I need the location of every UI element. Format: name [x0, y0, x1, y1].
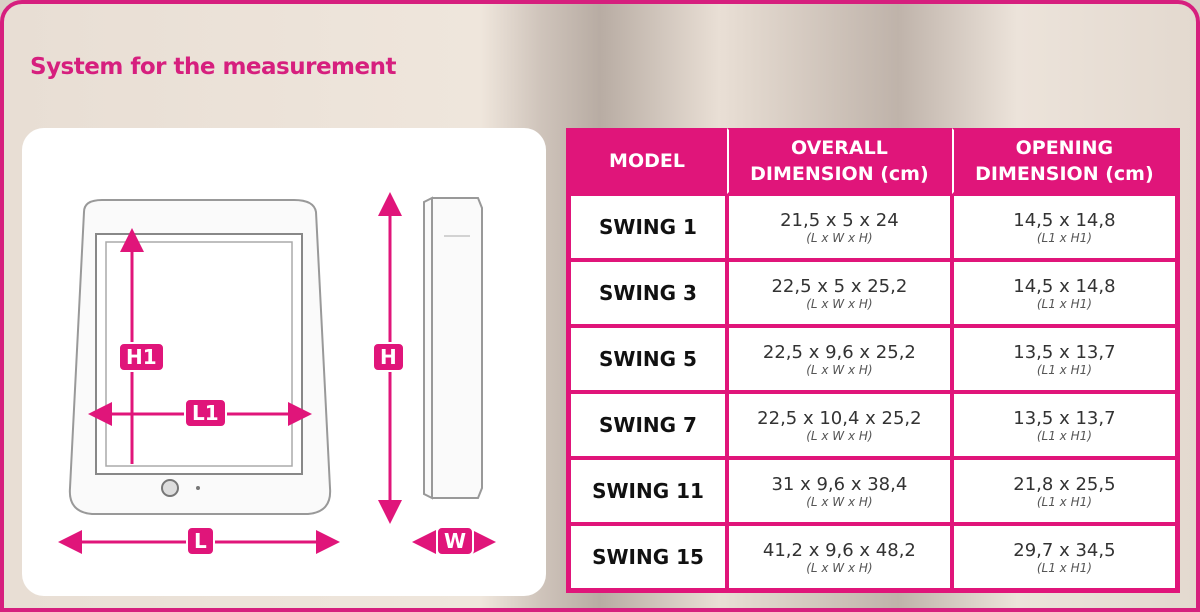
- model-cell: SWING 3: [569, 260, 727, 326]
- overall-value: 41,2 x 9,6 x 48,2: [762, 539, 916, 561]
- overall-unit: (L x W x H): [806, 428, 873, 443]
- model-cell: SWING 7: [569, 392, 727, 458]
- opening-unit: (L1 x H1): [1036, 494, 1092, 509]
- overall-unit: (L x W x H): [806, 230, 873, 245]
- overall-cell: 31 x 9,6 x 38,4 (L x W x H): [727, 458, 952, 524]
- overall-unit: (L x W x H): [806, 362, 873, 377]
- overall-value: 22,5 x 5 x 25,2: [771, 275, 908, 297]
- header-overall: OVERALL DIMENSION (cm): [727, 128, 952, 194]
- table-row: SWING 1 21,5 x 5 x 24 (L x W x H) 14,5 x …: [569, 194, 1177, 260]
- overall-unit: (L x W x H): [806, 494, 873, 509]
- w-label: W: [436, 526, 475, 556]
- opening-cell: 21,8 x 25,5 (L1 x H1): [951, 458, 1177, 524]
- h1-label: H1: [118, 342, 165, 372]
- opening-value: 13,5 x 13,7: [1013, 341, 1116, 363]
- overall-value: 31 x 9,6 x 38,4: [771, 473, 908, 495]
- table-row: SWING 5 22,5 x 9,6 x 25,2 (L x W x H) 13,…: [569, 326, 1177, 392]
- header-model: MODEL: [569, 128, 727, 194]
- opening-cell: 13,5 x 13,7 (L1 x H1): [951, 326, 1177, 392]
- model-cell: SWING 1: [569, 194, 727, 260]
- table-row: SWING 11 31 x 9,6 x 38,4 (L x W x H) 21,8…: [569, 458, 1177, 524]
- l-label: L: [186, 526, 215, 556]
- opening-value: 14,5 x 14,8: [1013, 275, 1116, 297]
- model-cell: SWING 15: [569, 524, 727, 590]
- opening-unit: (L1 x H1): [1036, 230, 1092, 245]
- table-row: SWING 7 22,5 x 10,4 x 25,2 (L x W x H) 13…: [569, 392, 1177, 458]
- dimensions-table: MODEL OVERALL DIMENSION (cm) OPENING DIM…: [566, 128, 1180, 593]
- header-opening: OPENING DIMENSION (cm): [951, 128, 1177, 194]
- opening-unit: (L1 x H1): [1036, 560, 1092, 575]
- opening-cell: 29,7 x 34,5 (L1 x H1): [951, 524, 1177, 590]
- opening-value: 13,5 x 13,7: [1013, 407, 1116, 429]
- opening-unit: (L1 x H1): [1036, 428, 1092, 443]
- overall-unit: (L x W x H): [806, 296, 873, 311]
- opening-cell: 14,5 x 14,8 (L1 x H1): [951, 194, 1177, 260]
- opening-unit: (L1 x H1): [1036, 296, 1092, 311]
- opening-cell: 13,5 x 13,7 (L1 x H1): [951, 392, 1177, 458]
- overall-value: 22,5 x 9,6 x 25,2: [762, 341, 916, 363]
- opening-value: 21,8 x 25,5: [1013, 473, 1116, 495]
- page-title: System for the measurement: [30, 54, 396, 80]
- opening-cell: 14,5 x 14,8 (L1 x H1): [951, 260, 1177, 326]
- table-row: SWING 3 22,5 x 5 x 25,2 (L x W x H) 14,5 …: [569, 260, 1177, 326]
- overall-cell: 41,2 x 9,6 x 48,2 (L x W x H): [727, 524, 952, 590]
- table-row: SWING 15 41,2 x 9,6 x 48,2 (L x W x H) 29…: [569, 524, 1177, 590]
- overall-value: 21,5 x 5 x 24: [780, 209, 899, 231]
- overall-value: 22,5 x 10,4 x 25,2: [757, 407, 922, 429]
- overall-cell: 22,5 x 10,4 x 25,2 (L x W x H): [727, 392, 952, 458]
- overall-cell: 21,5 x 5 x 24 (L x W x H): [727, 194, 952, 260]
- opening-value: 14,5 x 14,8: [1013, 209, 1116, 231]
- measurement-diagram: H1 L1 H L W: [22, 128, 546, 596]
- overall-unit: (L x W x H): [806, 560, 873, 575]
- opening-value: 29,7 x 34,5: [1013, 539, 1116, 561]
- overall-cell: 22,5 x 9,6 x 25,2 (L x W x H): [727, 326, 952, 392]
- l1-label: L1: [184, 398, 227, 428]
- opening-unit: (L1 x H1): [1036, 362, 1092, 377]
- model-cell: SWING 11: [569, 458, 727, 524]
- h-label: H: [372, 342, 405, 372]
- model-cell: SWING 5: [569, 326, 727, 392]
- overall-cell: 22,5 x 5 x 25,2 (L x W x H): [727, 260, 952, 326]
